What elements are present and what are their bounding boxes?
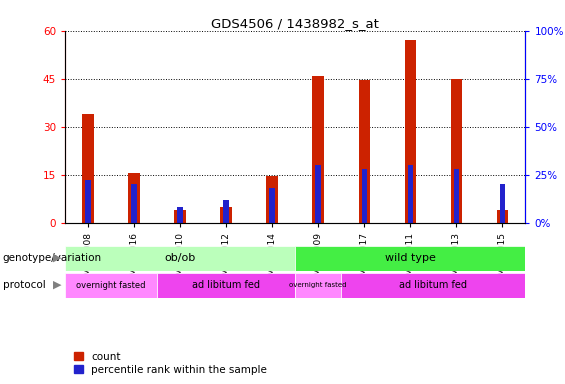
Bar bbox=[362, 169, 367, 223]
Text: wild type: wild type bbox=[385, 253, 436, 263]
Bar bbox=[295, 246, 525, 271]
Title: GDS4506 / 1438982_s_at: GDS4506 / 1438982_s_at bbox=[211, 17, 379, 30]
Bar bbox=[499, 184, 505, 223]
Bar bbox=[315, 165, 321, 223]
Text: protocol: protocol bbox=[3, 280, 46, 290]
Text: overnight fasted: overnight fasted bbox=[76, 281, 146, 290]
Text: ad libitum fed: ad libitum fed bbox=[192, 280, 260, 290]
Bar bbox=[405, 40, 416, 223]
Bar bbox=[267, 176, 278, 223]
Bar bbox=[359, 80, 370, 223]
Text: overnight fasted: overnight fasted bbox=[289, 282, 347, 288]
Text: genotype/variation: genotype/variation bbox=[3, 253, 102, 263]
Bar bbox=[177, 207, 183, 223]
Bar bbox=[175, 210, 186, 223]
Bar bbox=[451, 79, 462, 223]
Bar bbox=[85, 180, 91, 223]
Bar bbox=[220, 207, 232, 223]
Bar bbox=[295, 273, 341, 298]
Legend: count, percentile rank within the sample: count, percentile rank within the sample bbox=[70, 348, 271, 379]
Bar bbox=[223, 200, 229, 223]
Text: ▶: ▶ bbox=[53, 280, 61, 290]
Bar bbox=[497, 210, 508, 223]
Bar bbox=[312, 76, 324, 223]
Bar bbox=[131, 184, 137, 223]
Text: ▶: ▶ bbox=[53, 253, 61, 263]
Bar bbox=[454, 169, 459, 223]
Text: ad libitum fed: ad libitum fed bbox=[399, 280, 467, 290]
Bar bbox=[270, 188, 275, 223]
Text: ob/ob: ob/ob bbox=[164, 253, 195, 263]
Bar bbox=[82, 114, 94, 223]
Bar bbox=[65, 246, 295, 271]
Bar bbox=[341, 273, 525, 298]
Bar bbox=[157, 273, 295, 298]
Bar bbox=[407, 165, 413, 223]
Bar bbox=[65, 273, 157, 298]
Bar bbox=[128, 173, 140, 223]
